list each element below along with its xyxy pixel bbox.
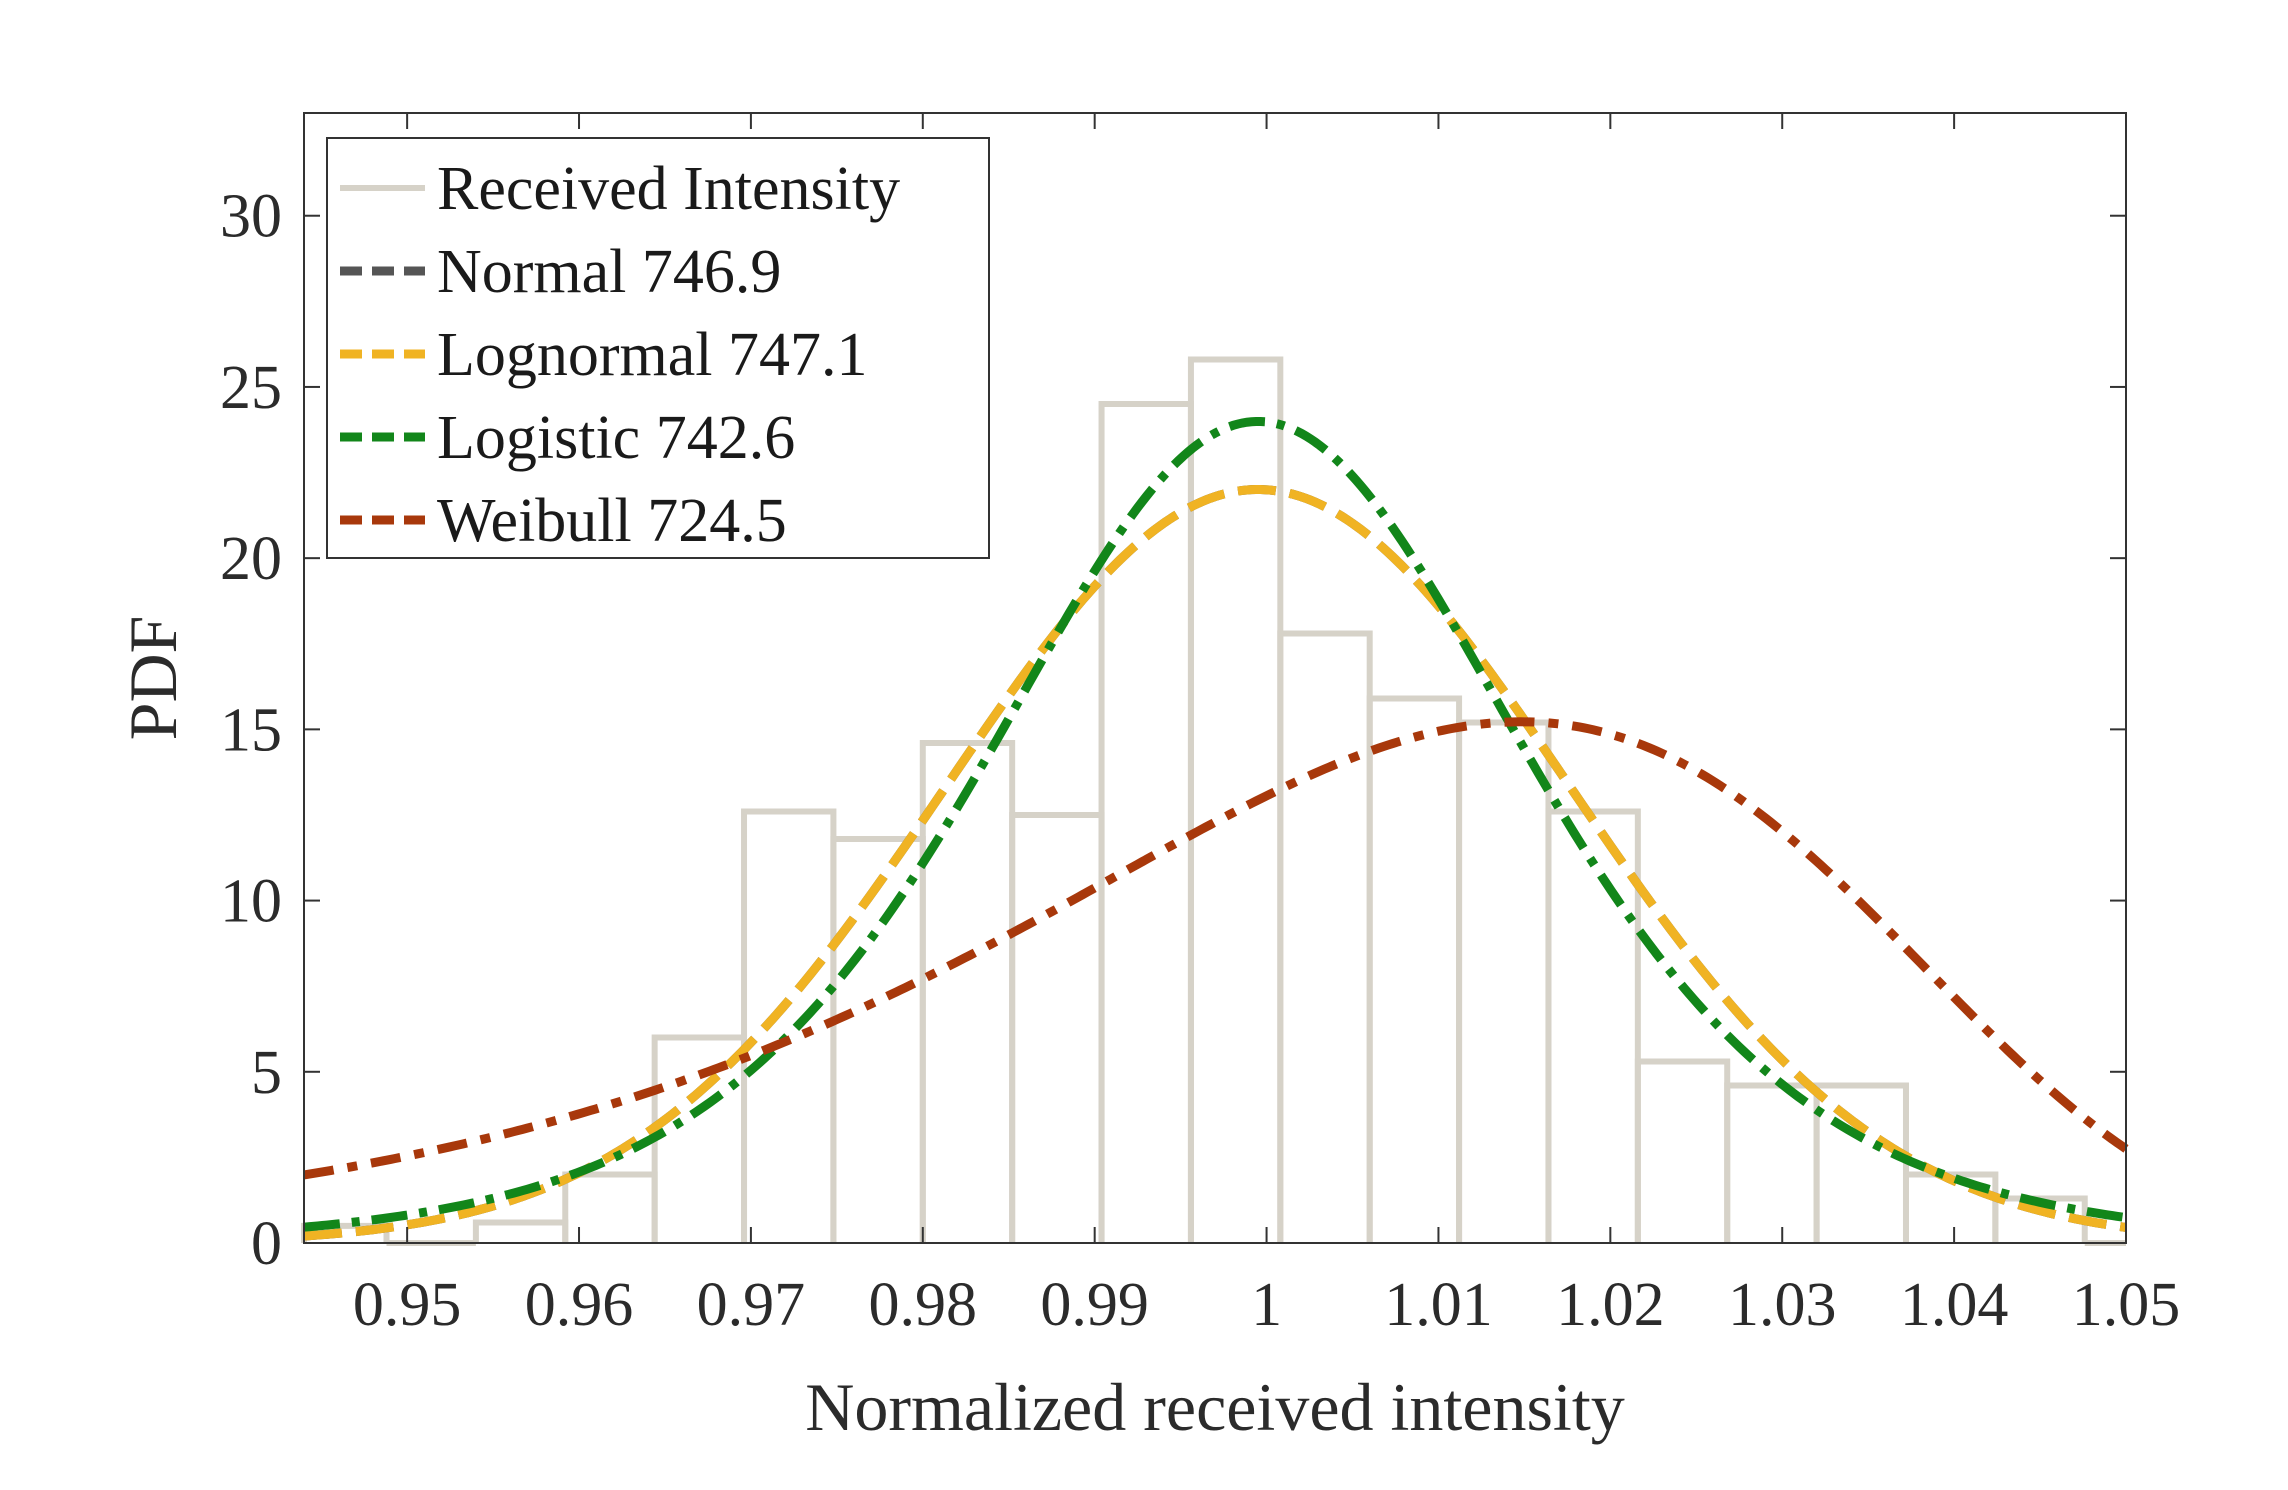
x-tick-label: 1.01 bbox=[1384, 1271, 1493, 1339]
y-tick-label: 10 bbox=[220, 868, 282, 936]
series-line-lognormal bbox=[303, 485, 2127, 1241]
series-line-logistic bbox=[303, 416, 2127, 1232]
x-tick-label: 1.04 bbox=[1900, 1271, 2009, 1339]
x-tick-label: 0.96 bbox=[525, 1271, 634, 1339]
x-tick-labels: 0.95 0.96 0.97 0.98 0.99 1 1.01 1.02 1.03 1.04 1.0… bbox=[353, 1271, 2180, 1339]
legend: Received Intensity Normal 746.9 Lognormal … bbox=[326, 137, 990, 559]
x-tick-label: 0.95 bbox=[353, 1271, 462, 1339]
y-tick-label: 5 bbox=[251, 1039, 282, 1107]
x-tick-label: 1.03 bbox=[1728, 1271, 1837, 1339]
y-tick-label: 20 bbox=[220, 525, 282, 593]
axis-ticks bbox=[304, 113, 2127, 1244]
x-tick-label: 0.98 bbox=[869, 1271, 978, 1339]
x-tick-label: 1 bbox=[1251, 1271, 1282, 1339]
legend-label: Normal 746.9 bbox=[437, 238, 781, 306]
y-tick-label: 0 bbox=[251, 1210, 282, 1278]
legend-label: Weibull 724.5 bbox=[437, 487, 787, 555]
legend-label: Logistic 742.6 bbox=[437, 404, 795, 472]
legend-box bbox=[326, 137, 990, 559]
legend-label: Received Intensity bbox=[437, 155, 900, 223]
y-axis-label: PDF bbox=[115, 616, 191, 741]
x-tick-label: 1.02 bbox=[1556, 1271, 1665, 1339]
plot-frame bbox=[303, 112, 2127, 1244]
y-tick-labels: 0 5 10 15 20 25 30 bbox=[220, 183, 282, 1278]
fitted-curves bbox=[303, 416, 2129, 1241]
x-tick-label: 0.97 bbox=[697, 1271, 806, 1339]
legend-label: Lognormal 747.1 bbox=[437, 321, 868, 389]
y-tick-label: 25 bbox=[220, 354, 282, 422]
series-line-weibull bbox=[303, 717, 2129, 1180]
histogram-bar bbox=[1545, 808, 1641, 1243]
y-tick-label: 30 bbox=[220, 183, 282, 251]
x-axis-label: Normalized received intensity bbox=[805, 1369, 1624, 1445]
x-tick-label: 0.99 bbox=[1040, 1271, 1149, 1339]
x-tick-label: 1.05 bbox=[2072, 1271, 2181, 1339]
y-tick-label: 15 bbox=[220, 696, 282, 764]
